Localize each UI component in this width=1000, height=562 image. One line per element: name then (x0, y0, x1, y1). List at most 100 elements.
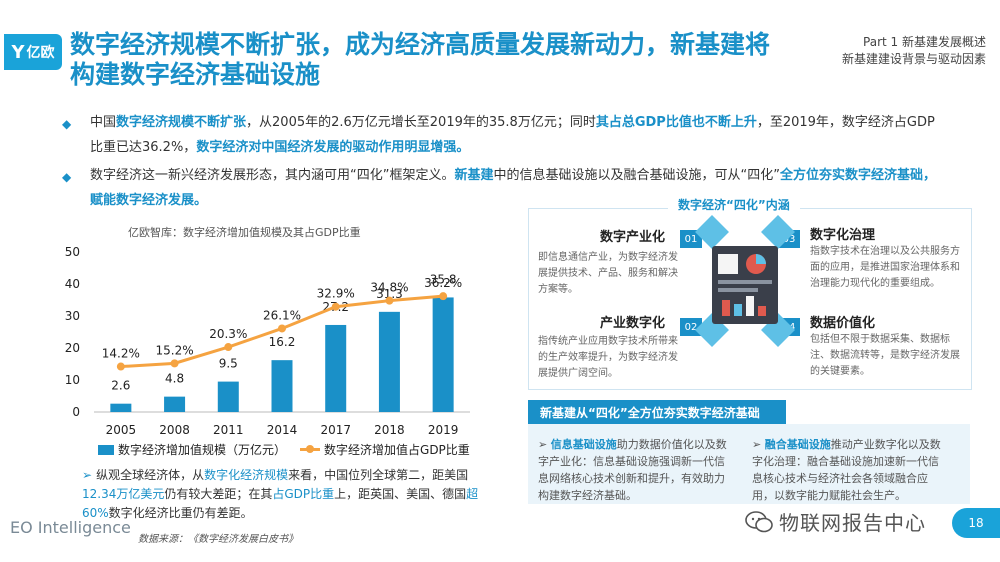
x-tick-label: 2005 (106, 423, 137, 437)
q2-heading: 产业数字化 (600, 316, 666, 331)
b1-p3: ，至2019年，数字经济占GDP比重已达36.2%， (90, 115, 935, 155)
q3-heading: 数字化治理 (810, 228, 876, 243)
part-line-1: Part 1 新基建发展概述 (863, 35, 986, 49)
bar-2017 (325, 324, 347, 412)
x-tick-label: 2011 (213, 423, 244, 437)
gdp-share-label: 36.2% (424, 276, 462, 290)
fusion-infra-head: 融合基础设施 (764, 438, 831, 451)
b1-h2: 其占总GDP比值也不断上升 (595, 115, 757, 130)
bar-2008 (164, 396, 186, 412)
b2-p1: 数字经济这一新兴经济发展形态，其内涵可用“四化”框架定义。 (90, 168, 455, 183)
q1-text: 即信息通信产业，为数字经济发展提供技术、产品、服务和解决方案等。 (538, 252, 678, 295)
q2-text: 指传统产业应用数字技术所带来的生产效率提升，为数字经济发展提供广阔空间。 (538, 336, 678, 379)
note-h2: 12.34万亿美元 (82, 487, 165, 501)
gdp-share-point-2005 (116, 362, 125, 371)
watermark: 物联网报告中心 (745, 507, 926, 536)
note-p1: 纵观全球经济体，从 (96, 468, 205, 482)
legend-line-swatch (300, 445, 321, 453)
bar-2018 (378, 311, 400, 412)
bullet-2: ◆ 数字经济这一新兴经济发展形态，其内涵可用“四化”框架定义。新基建中的信息基础… (62, 163, 942, 213)
bullet-2-text: 数字经济这一新兴经济发展形态，其内涵可用“四化”框架定义。新基建中的信息基础设施… (90, 163, 942, 213)
gdp-share-point-2011 (224, 343, 233, 352)
note-h4: 超60% (82, 487, 479, 520)
q4-heading: 数据价值化 (810, 316, 876, 331)
infrastructure-panel (528, 424, 970, 504)
chart-note: ➢ 纵观全球经济体，从数字化经济规模来看，中国位列全球第二，距美国 12.34万亿美… (82, 466, 482, 523)
logo-mark-icon: Y (11, 41, 25, 63)
document-graphic-icon (718, 254, 772, 316)
x-tick-label: 2019 (428, 423, 459, 437)
bar-value-label: 35.8 (430, 272, 457, 286)
diamond-bullet-icon: ◆ (62, 117, 72, 131)
x-tick-label: 2014 (267, 423, 298, 437)
note-p3: 仍有较大差距；在其 (164, 487, 273, 501)
x-tick-label: 2018 (374, 423, 405, 437)
wechat-icon (745, 510, 773, 532)
b2-h1: 新基建 (454, 168, 494, 183)
b2-p2: 中的信息基础设施以及融合基础设施，可从“四化” (493, 168, 780, 183)
gdp-share-label: 26.1% (263, 308, 301, 322)
section-label: Part 1 新基建发展概述 新基建建设背景与驱动因素 (842, 34, 986, 68)
page-title: 数字经济规模不断扩张，成为经济高质量发展新动力，新基建将构建数字经济基础设施 (70, 30, 771, 89)
report-document-icon (712, 246, 778, 324)
gdp-share-label: 20.3% (209, 327, 247, 341)
legend-bar-label: 数字经济增加值规模（万亿元） (118, 443, 287, 457)
fusion-infra-body: 推动产业数字化以及数字化治理：融合基础设施加速新一代信息核心技术与经济社会各领域… (752, 438, 941, 502)
bar-2011 (217, 381, 239, 412)
y-tick-label: 30 (65, 309, 80, 323)
logo-text: 亿欧 (26, 45, 55, 61)
brand-logo: Y 亿欧 (4, 34, 62, 70)
q4-text: 包括但不限于数据采集、数据标注、数据流转等，是数字经济发展的关键要素。 (810, 334, 960, 377)
bar-value-label: 16.2 (269, 335, 296, 349)
four-box-title: 数字经济“四化”内涵 (668, 196, 800, 213)
b2-h2: 全方位夯实数字经济基础，赋能数字经济发展。 (90, 168, 936, 208)
note-h1: 数字化经济规模 (204, 468, 289, 482)
gdp-share-label: 15.2% (156, 343, 194, 357)
note-arrow-icon: ➢ (82, 468, 93, 482)
note-h3: 占GDP比重 (272, 487, 335, 501)
x-tick-label: 2008 (159, 423, 190, 437)
four-banner: 新基建从“四化”全方位夯实数字经济基础 (528, 400, 786, 424)
b1-h3: 数字经济对中国经济发展的驱动作用明显增强。 (196, 140, 470, 155)
brand-footer: EO Intelligence (10, 518, 131, 537)
page-number: 18 (952, 508, 1000, 538)
data-source: 数据来源：《数字经济发展白皮书》 (138, 534, 298, 545)
bar-2005 (110, 403, 132, 412)
info-infra-text: ➢ 信息基础设施助力数据价值化以及数字产业化：信息基础设施强调新一代信息网络核心… (538, 438, 727, 502)
bar-value-label: 31.3 (376, 287, 403, 301)
note-p2: 来看，中国位列全球第二，距美国 (288, 468, 469, 482)
gdp-share-point-2019 (439, 292, 448, 301)
part-line-2: 新基建建设背景与驱动因素 (841, 52, 986, 66)
gdp-share-point-2008 (170, 359, 179, 368)
bar-value-label: 2.6 (111, 379, 130, 393)
bar-2014 (271, 360, 293, 412)
gdp-share-point-2017 (331, 302, 340, 311)
bar-2019 (432, 297, 454, 412)
y-tick-label: 40 (65, 277, 80, 291)
fusion-infra-text: ➢ 融合基础设施推动产业数字化以及数字化治理：融合基础设施加速新一代信息核心技术… (752, 438, 941, 502)
b1-p1: 中国 (90, 115, 117, 130)
gdp-share-point-2014 (278, 324, 286, 333)
gdp-share-label: 14.2% (102, 347, 140, 361)
q1-number: 01 (680, 230, 702, 248)
bar-value-label: 4.8 (165, 372, 184, 386)
b1-h1: 数字经济规模不断扩张 (116, 115, 247, 130)
q3-text: 指数字技术在治理以及公共服务方面的应用，是推进国家治理体系和治理能力现代化的重要… (810, 246, 960, 289)
legend-line-label: 数字经济增加值占GDP比重 (324, 443, 470, 457)
x-tick-label: 2017 (320, 423, 351, 437)
y-tick-label: 10 (65, 373, 80, 387)
chart-title: 亿欧智库：数字经济增加值规模及其占GDP比重 (128, 226, 361, 239)
legend-bar-swatch (98, 444, 114, 455)
note-p5: 数字化经济比重仍有差距。 (108, 506, 253, 520)
y-tick-label: 50 (65, 245, 80, 259)
y-tick-label: 20 (65, 341, 80, 355)
b1-p2: ，从2005年的2.6万亿元增长至2019年的35.8万亿元；同时 (246, 115, 596, 130)
gdp-share-label: 34.8% (370, 281, 408, 295)
y-tick-label: 0 (72, 405, 80, 419)
info-infra-body: 助力数据价值化以及数字产业化：信息基础设施强调新一代信息网络核心技术创新和提升，… (538, 438, 727, 502)
combo-chart: 010203040502.64.89.516.227.231.335.82005… (65, 245, 470, 437)
q1-heading: 数字产业化 (600, 230, 666, 245)
gdp-share-label: 32.9% (317, 287, 355, 301)
info-infra-head: 信息基础设施 (550, 438, 617, 451)
diamond-bullet-icon: ◆ (62, 170, 72, 184)
